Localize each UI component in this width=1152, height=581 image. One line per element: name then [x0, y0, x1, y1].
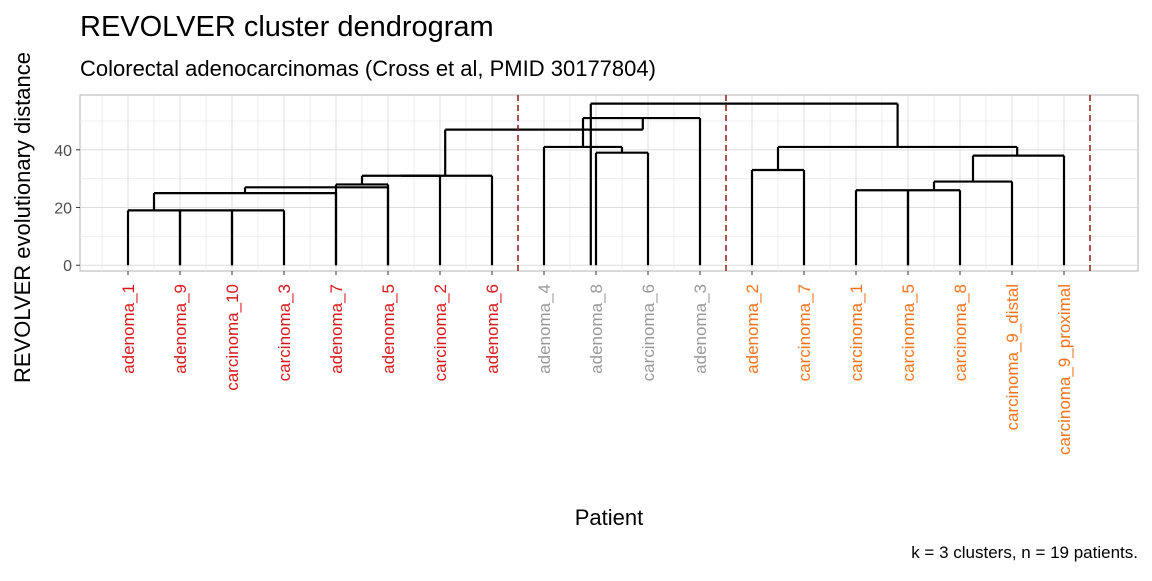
- y-tick-label: 20: [54, 201, 72, 218]
- leaf-label: adenoma_8: [587, 284, 606, 374]
- leaf-label: adenoma_2: [743, 284, 762, 374]
- leaf-label: carcinoma_10: [223, 284, 242, 391]
- leaf-label: carcinoma_6: [639, 284, 658, 381]
- leaf-label: adenoma_4: [535, 284, 554, 374]
- leaf-label: adenoma_1: [119, 284, 138, 374]
- chart-subtitle: Colorectal adenocarcinomas (Cross et al,…: [80, 56, 656, 81]
- leaf-label: carcinoma_7: [795, 284, 814, 381]
- leaf-label: adenoma_3: [691, 284, 710, 374]
- x-axis-label: Patient: [575, 505, 644, 530]
- y-tick-label: 0: [63, 258, 72, 275]
- leaf-label: carcinoma_1: [847, 284, 866, 381]
- leaf-label: carcinoma_9_proximal: [1055, 284, 1074, 455]
- leaf-label: carcinoma_5: [899, 284, 918, 381]
- y-axis-label: REVOLVER evolutionary distance: [10, 52, 35, 383]
- leaf-label: carcinoma_9_distal: [1003, 284, 1022, 430]
- leaf-label: adenoma_7: [327, 284, 346, 374]
- leaf-label: carcinoma_8: [951, 284, 970, 381]
- leaf-label: adenoma_6: [483, 284, 502, 374]
- y-tick-label: 40: [54, 143, 72, 160]
- leaf-label: adenoma_9: [171, 284, 190, 374]
- plot-area: 0 20 40 adenoma_1 adenoma_9 carcinoma_10 carci…: [54, 94, 1139, 455]
- chart-caption: k = 3 clusters, n = 19 patients.: [911, 543, 1138, 562]
- leaf-label: carcinoma_2: [431, 284, 450, 381]
- chart-title: REVOLVER cluster dendrogram: [80, 11, 494, 43]
- leaf-label: adenoma_5: [379, 284, 398, 374]
- plot-panel: [79, 94, 1139, 272]
- leaf-label: carcinoma_3: [275, 284, 294, 381]
